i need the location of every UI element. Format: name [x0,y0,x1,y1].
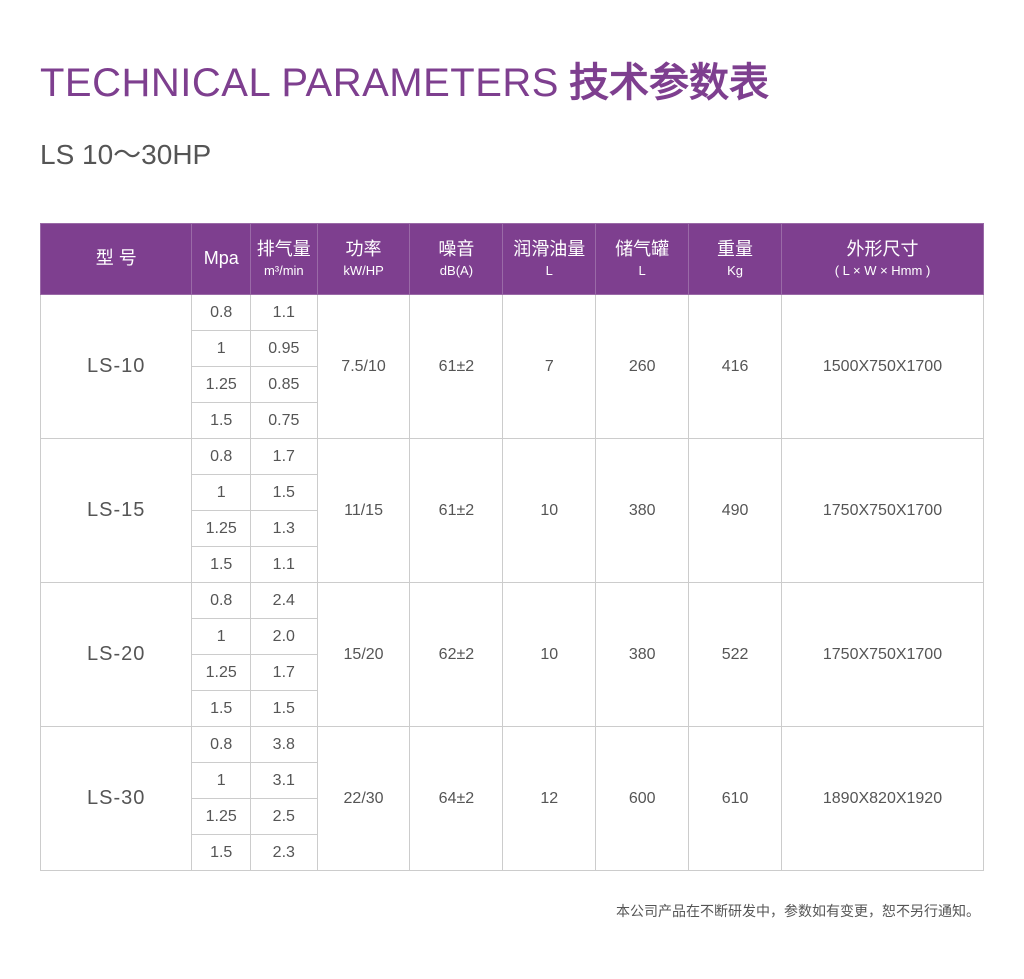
table-body: LS-100.81.17.5/1061±272604161500X750X170… [41,295,984,871]
cell-oil: 12 [503,727,596,871]
cell-air: 2.3 [250,835,317,871]
table-row: LS-300.83.822/3064±2126006101890X820X192… [41,727,984,763]
cell-weight: 522 [689,583,782,727]
cell-air: 1.1 [250,547,317,583]
col-header-model: 型 号 [41,224,192,295]
cell-mpa: 0.8 [192,727,251,763]
cell-air: 3.1 [250,763,317,799]
col-header-noise: 噪音dB(A) [410,224,503,295]
table-row: LS-200.82.415/2062±2103805221750X750X170… [41,583,984,619]
cell-dim: 1750X750X1700 [781,583,983,727]
cell-model: LS-20 [41,583,192,727]
cell-air: 1.3 [250,511,317,547]
cell-mpa: 0.8 [192,439,251,475]
cell-power: 7.5/10 [317,295,410,439]
cell-model: LS-10 [41,295,192,439]
cell-air: 2.5 [250,799,317,835]
page-footnote: 本公司产品在不断研发中，参数如有变更，恕不另行通知。 [40,901,984,921]
col-header-air: 排气量m³/min [250,224,317,295]
cell-mpa: 1.25 [192,655,251,691]
table-row: LS-150.81.711/1561±2103804901750X750X170… [41,439,984,475]
cell-tank: 260 [596,295,689,439]
page-title-zh: 技术参数表 [569,50,769,108]
cell-noise: 64±2 [410,727,503,871]
page-title-en: TECHNICAL PARAMETERS [40,61,559,106]
cell-mpa: 1.25 [192,511,251,547]
cell-mpa: 1.25 [192,367,251,403]
page-title-row: TECHNICAL PARAMETERS 技术参数表 [40,50,984,108]
cell-mpa: 1 [192,475,251,511]
cell-mpa: 0.8 [192,295,251,331]
cell-noise: 62±2 [410,583,503,727]
cell-noise: 61±2 [410,295,503,439]
cell-air: 0.95 [250,331,317,367]
cell-air: 2.4 [250,583,317,619]
cell-mpa: 1.5 [192,403,251,439]
cell-air: 0.85 [250,367,317,403]
cell-mpa: 0.8 [192,583,251,619]
col-header-oil: 润滑油量L [503,224,596,295]
cell-air: 1.7 [250,655,317,691]
cell-oil: 7 [503,295,596,439]
table-head-row: 型 号 Mpa 排气量m³/min 功率kW/HP 噪音dB(A) 润滑油量L … [41,224,984,295]
cell-tank: 380 [596,583,689,727]
cell-air: 2.0 [250,619,317,655]
cell-power: 11/15 [317,439,410,583]
cell-noise: 61±2 [410,439,503,583]
cell-oil: 10 [503,439,596,583]
cell-dim: 1890X820X1920 [781,727,983,871]
cell-model: LS-30 [41,727,192,871]
cell-air: 3.8 [250,727,317,763]
cell-dim: 1750X750X1700 [781,439,983,583]
cell-tank: 380 [596,439,689,583]
col-header-tank: 储气罐L [596,224,689,295]
cell-oil: 10 [503,583,596,727]
cell-air: 0.75 [250,403,317,439]
cell-power: 15/20 [317,583,410,727]
cell-air: 1.7 [250,439,317,475]
cell-air: 1.1 [250,295,317,331]
cell-weight: 490 [689,439,782,583]
cell-tank: 600 [596,727,689,871]
cell-weight: 610 [689,727,782,871]
cell-mpa: 1.5 [192,691,251,727]
cell-mpa: 1.5 [192,835,251,871]
cell-weight: 416 [689,295,782,439]
cell-air: 1.5 [250,691,317,727]
table-row: LS-100.81.17.5/1061±272604161500X750X170… [41,295,984,331]
cell-model: LS-15 [41,439,192,583]
table-head: 型 号 Mpa 排气量m³/min 功率kW/HP 噪音dB(A) 润滑油量L … [41,224,984,295]
cell-power: 22/30 [317,727,410,871]
cell-mpa: 1 [192,763,251,799]
col-header-mpa: Mpa [192,224,251,295]
cell-air: 1.5 [250,475,317,511]
col-header-power: 功率kW/HP [317,224,410,295]
cell-mpa: 1 [192,619,251,655]
cell-mpa: 1.25 [192,799,251,835]
cell-mpa: 1.5 [192,547,251,583]
page-subtitle: LS 10～30HP [40,133,984,173]
col-header-dim: 外形尺寸( L × W × Hmm ) [781,224,983,295]
col-header-weight: 重量Kg [689,224,782,295]
cell-dim: 1500X750X1700 [781,295,983,439]
cell-mpa: 1 [192,331,251,367]
parameters-table: 型 号 Mpa 排气量m³/min 功率kW/HP 噪音dB(A) 润滑油量L … [40,223,984,871]
